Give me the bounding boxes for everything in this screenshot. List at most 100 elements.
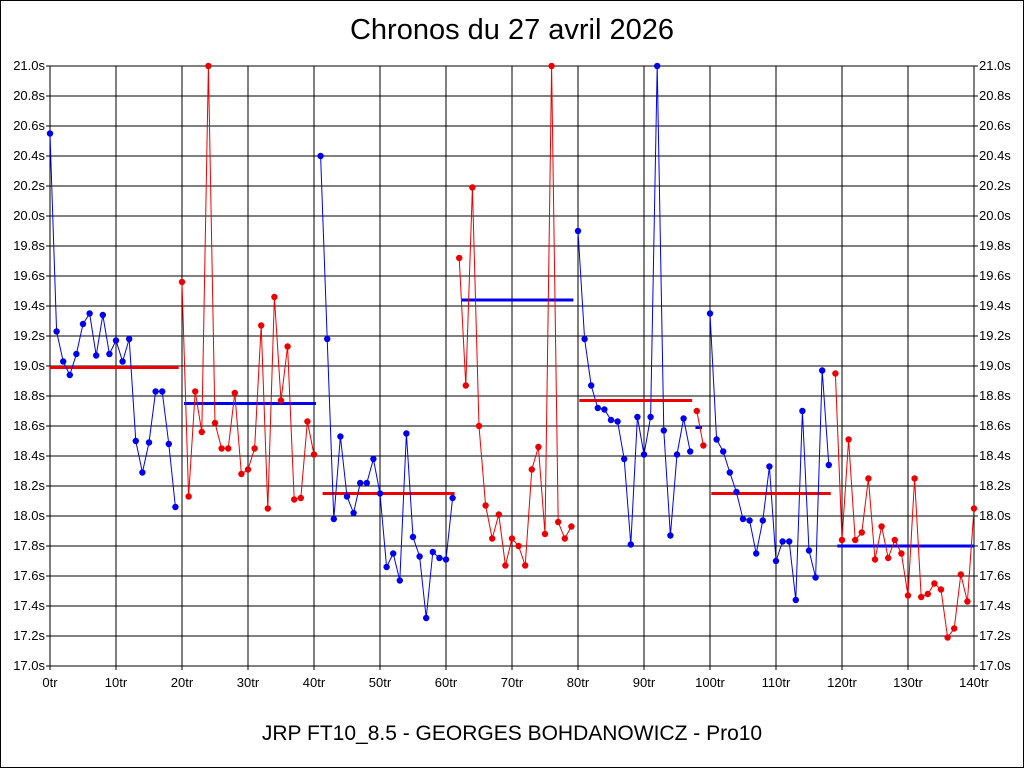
x-tick-label: 20tr bbox=[171, 675, 194, 690]
x-tick-label: 100tr bbox=[695, 675, 725, 690]
y-axis-right: 17.0s 17.2s 17.4s 17.6s 17.8s 18.0s 18.2s 18.4s… bbox=[974, 58, 1011, 673]
y-tick-label-right: 19.0s bbox=[979, 358, 1011, 373]
data-point bbox=[522, 562, 529, 569]
y-tick-label-right: 19.4s bbox=[979, 298, 1011, 313]
grid-lines bbox=[49, 65, 975, 667]
y-tick-label-left: 19.2s bbox=[13, 328, 45, 343]
data-point bbox=[297, 494, 304, 502]
y-tick-label-left: 21.0s bbox=[13, 58, 45, 73]
data-point bbox=[370, 455, 377, 463]
data-point bbox=[878, 523, 885, 530]
data-point bbox=[845, 436, 852, 443]
data-point bbox=[799, 407, 806, 415]
data-point bbox=[73, 350, 80, 358]
data-point bbox=[238, 470, 245, 478]
data-point bbox=[449, 494, 456, 502]
data-point bbox=[205, 62, 212, 70]
data-point bbox=[865, 475, 872, 482]
data-point bbox=[139, 469, 146, 476]
data-point bbox=[528, 466, 535, 473]
data-point bbox=[46, 130, 54, 137]
y-tick-label-right: 17.8s bbox=[979, 538, 1011, 553]
x-axis: 0tr 10tr 20tr 30tr 40tr 50tr 60tr 70tr 80tr 90tr 1… bbox=[42, 666, 989, 690]
y-tick-label-right: 19.6s bbox=[979, 268, 1011, 283]
data-point bbox=[192, 388, 199, 395]
y-tick-label-left: 19.4s bbox=[13, 298, 45, 313]
data-point bbox=[324, 335, 331, 343]
data-point bbox=[436, 554, 443, 562]
data-point bbox=[159, 388, 166, 395]
x-tick-label: 60tr bbox=[435, 675, 458, 690]
data-point bbox=[647, 413, 654, 421]
y-tick-label-left: 18.6s bbox=[13, 418, 45, 433]
data-point bbox=[726, 469, 733, 476]
data-point bbox=[132, 437, 139, 445]
y-tick-label-right: 20.0s bbox=[979, 208, 1011, 223]
data-point bbox=[885, 554, 892, 562]
y-tick-label-right: 17.6s bbox=[979, 568, 1011, 583]
data-point bbox=[746, 517, 753, 524]
data-point bbox=[634, 413, 641, 421]
y-tick-label-left: 17.0s bbox=[13, 658, 45, 673]
data-point bbox=[337, 433, 344, 440]
data-point bbox=[145, 439, 153, 446]
y-tick-label-left: 19.8s bbox=[13, 238, 45, 253]
data-point bbox=[396, 577, 403, 584]
data-point bbox=[211, 419, 219, 427]
x-tick-label: 90tr bbox=[633, 675, 656, 690]
data-point bbox=[772, 557, 780, 565]
data-point bbox=[825, 461, 832, 469]
data-point bbox=[423, 614, 430, 622]
data-point bbox=[119, 358, 126, 365]
data-point bbox=[541, 530, 549, 538]
data-point bbox=[568, 523, 575, 530]
data-point bbox=[561, 535, 568, 542]
x-tick-label: 120tr bbox=[827, 675, 857, 690]
x-tick-label: 30tr bbox=[237, 675, 260, 690]
y-tick-label-left: 19.6s bbox=[13, 268, 45, 283]
y-axis-left: 17.0s 17.2s 17.4s 17.6s 17.8s 18.0s 18.2s 18.4s… bbox=[13, 58, 50, 673]
data-point bbox=[733, 488, 740, 496]
data-point bbox=[271, 293, 278, 301]
series-line bbox=[709, 313, 830, 601]
data-point bbox=[185, 493, 192, 500]
data-point bbox=[317, 152, 324, 160]
y-tick-label-left: 18.2s bbox=[13, 478, 45, 493]
x-tick-label: 40tr bbox=[303, 675, 326, 690]
data-point bbox=[812, 574, 819, 581]
data-point bbox=[66, 371, 74, 379]
data-point bbox=[482, 502, 489, 509]
series-line bbox=[696, 410, 704, 446]
data-point bbox=[792, 596, 799, 604]
data-point bbox=[79, 320, 87, 328]
y-tick-label-right: 17.2s bbox=[979, 628, 1011, 643]
data-point bbox=[654, 62, 661, 70]
y-tick-label-right: 20.4s bbox=[979, 148, 1011, 163]
data-point bbox=[753, 550, 760, 557]
data-point bbox=[357, 479, 364, 487]
y-tick-label-left: 20.4s bbox=[13, 148, 45, 163]
data-point bbox=[383, 563, 390, 571]
data-point bbox=[251, 445, 258, 452]
data-point bbox=[852, 536, 859, 544]
data-point bbox=[231, 389, 238, 397]
data-point bbox=[244, 466, 252, 473]
data-point bbox=[957, 571, 964, 578]
data-point bbox=[264, 505, 271, 512]
data-point bbox=[588, 382, 595, 389]
data-point bbox=[911, 475, 918, 482]
data-point bbox=[819, 367, 826, 374]
data-point bbox=[489, 535, 496, 542]
data-point bbox=[739, 515, 747, 523]
data-point bbox=[779, 538, 786, 545]
y-tick-label-left: 18.4s bbox=[13, 448, 45, 463]
data-point bbox=[574, 227, 582, 235]
data-point bbox=[614, 418, 621, 425]
data-point bbox=[786, 538, 793, 545]
data-point bbox=[918, 593, 925, 601]
data-point bbox=[218, 445, 225, 452]
y-tick-label-right: 20.6s bbox=[979, 118, 1011, 133]
data-point bbox=[456, 254, 463, 262]
data-point bbox=[555, 518, 562, 526]
